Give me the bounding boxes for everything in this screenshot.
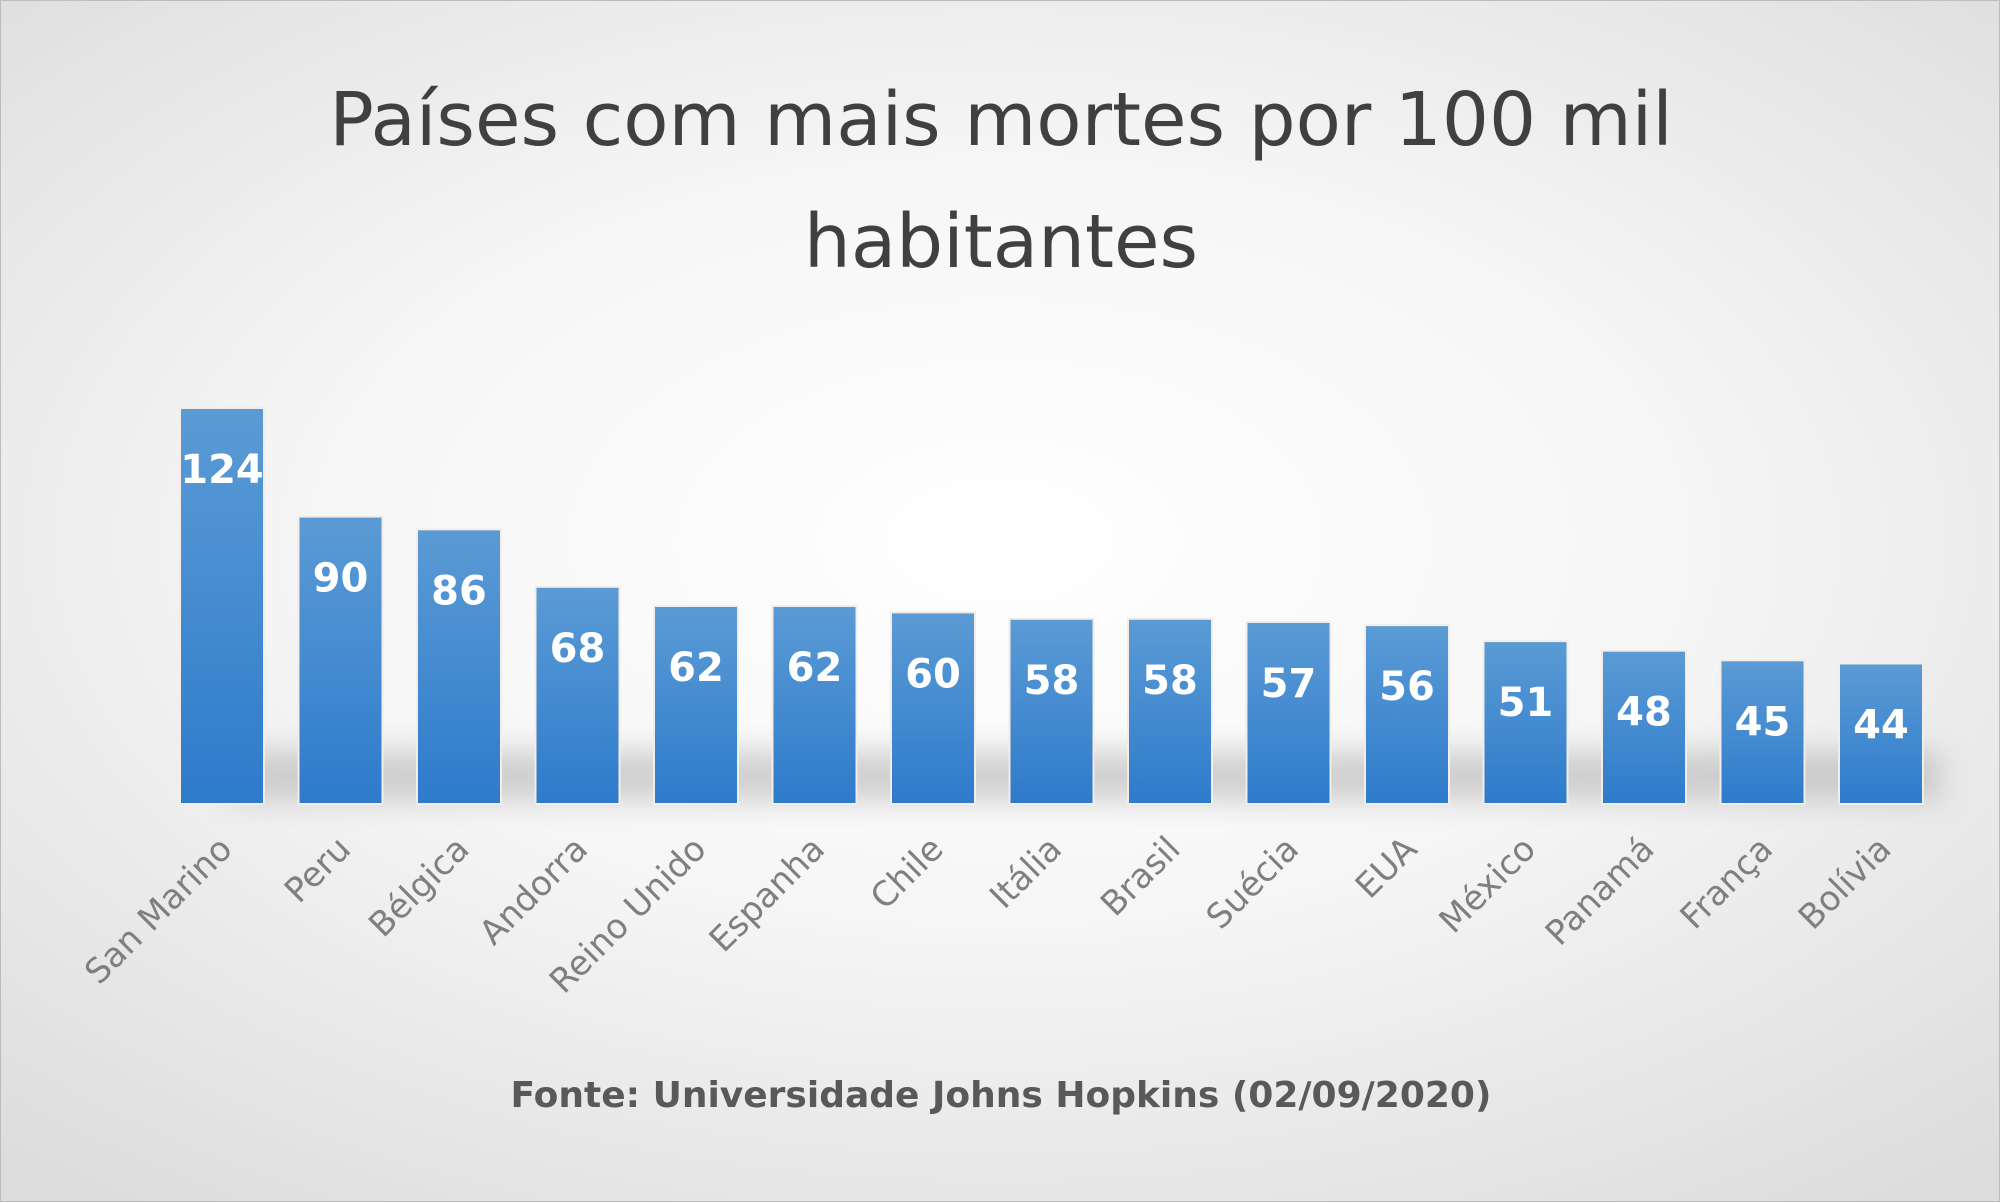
data-label: 68 bbox=[550, 626, 606, 672]
bar-3 bbox=[534, 585, 621, 805]
data-label: 51 bbox=[1498, 680, 1554, 726]
bar-2 bbox=[416, 528, 502, 806]
x-tick-label: França bbox=[1673, 829, 1781, 937]
bar-8 bbox=[1127, 617, 1213, 805]
data-label: 62 bbox=[668, 645, 724, 691]
source-note: Fonte: Universidade Johns Hopkins (02/09… bbox=[510, 1075, 1492, 1116]
x-tick-label: Itália bbox=[982, 829, 1070, 917]
data-label: 58 bbox=[1024, 658, 1080, 704]
x-tick-label: Bolívia bbox=[1791, 829, 1899, 937]
data-label: 62 bbox=[787, 645, 843, 691]
data-label: 48 bbox=[1616, 690, 1672, 736]
x-tick-label: Chile bbox=[863, 829, 951, 917]
chart-title-line-1: Países com mais mortes por 100 mil bbox=[329, 77, 1673, 163]
x-tick-label: México bbox=[1432, 829, 1544, 941]
data-label: 86 bbox=[431, 568, 487, 614]
bar-5 bbox=[771, 605, 858, 805]
bar-7 bbox=[1008, 617, 1095, 805]
chart-title-line-2: habitantes bbox=[803, 199, 1199, 285]
bar-1 bbox=[297, 515, 384, 805]
data-label: 56 bbox=[1379, 664, 1435, 710]
x-tick-label: Panamá bbox=[1538, 829, 1663, 954]
bar-12 bbox=[1601, 649, 1687, 805]
x-tick-label: EUA bbox=[1348, 829, 1426, 907]
bar-14 bbox=[1838, 662, 1924, 806]
x-tick-label: Brasil bbox=[1093, 829, 1188, 924]
data-label: 45 bbox=[1735, 699, 1791, 745]
bar-4 bbox=[653, 605, 739, 805]
bar-10 bbox=[1364, 624, 1450, 806]
x-tick-label: Andorra bbox=[472, 829, 596, 953]
data-label: 44 bbox=[1853, 702, 1909, 748]
bar-13 bbox=[1719, 659, 1806, 806]
data-label: 57 bbox=[1261, 661, 1317, 707]
data-label: 60 bbox=[905, 651, 961, 697]
chart-title: Países com mais mortes por 100 mil habit… bbox=[1, 59, 2000, 303]
bar-6 bbox=[890, 611, 976, 805]
x-tick-label: Bélgica bbox=[361, 829, 477, 945]
data-label: 58 bbox=[1142, 658, 1198, 704]
bar-11 bbox=[1482, 640, 1569, 805]
bar-9 bbox=[1245, 620, 1332, 805]
x-tick-label: San Marino bbox=[77, 829, 240, 992]
bar-0 bbox=[179, 407, 265, 805]
data-label: 124 bbox=[180, 447, 264, 493]
x-tick-label: Espanha bbox=[702, 829, 833, 960]
x-tick-label: Suécia bbox=[1199, 829, 1307, 937]
data-label: 90 bbox=[313, 556, 369, 602]
x-tick-label: Peru bbox=[277, 829, 359, 911]
